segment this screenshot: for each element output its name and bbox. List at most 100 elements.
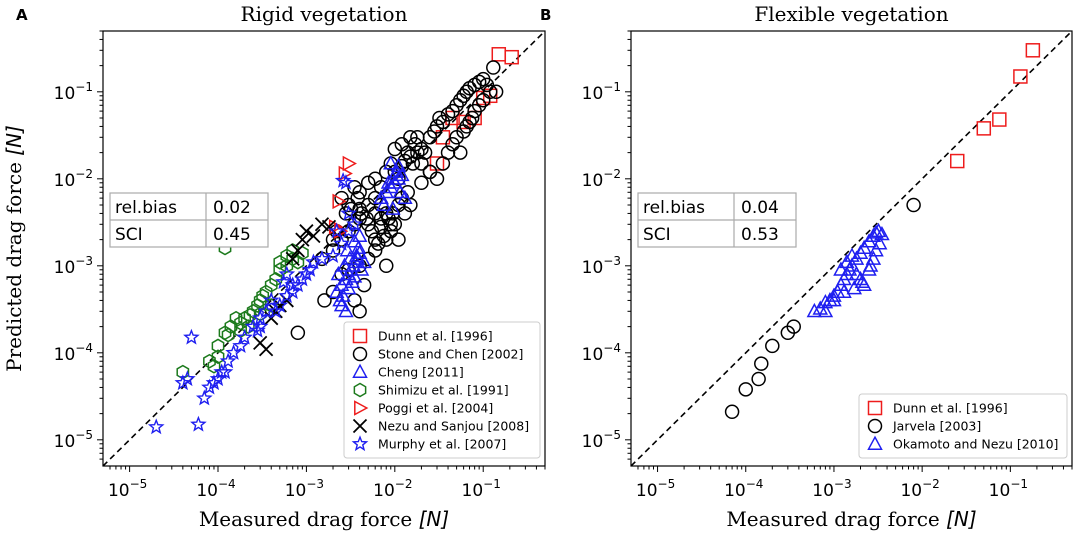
data-point — [216, 363, 234, 380]
stats-label: rel.bias — [115, 198, 177, 218]
data-point — [378, 183, 395, 199]
legend-entry: Jarvela [2003] — [892, 419, 981, 434]
data-point — [414, 141, 429, 157]
data-point — [826, 292, 842, 307]
data-point — [262, 291, 280, 308]
legend-marker — [352, 418, 368, 434]
y-tick-label: 10−3 — [54, 254, 93, 278]
data-point — [332, 193, 347, 210]
data-point — [854, 273, 871, 289]
data-point — [342, 250, 358, 265]
data-point — [364, 223, 380, 239]
data-point — [432, 110, 447, 126]
data-point — [232, 337, 249, 354]
data-point — [403, 130, 418, 145]
data-point — [471, 98, 487, 113]
series-okamoto-and-nezu-2010 — [806, 222, 890, 318]
data-point — [229, 310, 243, 326]
data-point — [826, 287, 842, 302]
x-tick-label: 10−4 — [196, 477, 235, 501]
data-point — [786, 319, 801, 334]
data-point — [397, 189, 413, 205]
data-point — [865, 227, 882, 242]
data-point — [906, 197, 921, 213]
data-point — [381, 211, 396, 226]
data-point — [350, 190, 365, 206]
data-point — [435, 114, 451, 130]
x-tick-label: 10−2 — [900, 477, 939, 501]
legend-marker — [353, 382, 367, 398]
data-point — [249, 321, 266, 338]
data-point — [491, 47, 507, 62]
stats-label: SCI — [115, 225, 143, 245]
panel-a: 10−5 10−4 10−3 10−2 10−1 10−5 10−4 10−3 10−2 10−1… — [2, 2, 546, 531]
data-point — [190, 415, 207, 432]
data-point — [414, 175, 429, 191]
data-point — [336, 257, 353, 272]
data-point — [342, 155, 357, 172]
data-point — [301, 261, 319, 277]
data-point — [236, 328, 253, 345]
x-tick-label: 10−5 — [636, 477, 675, 501]
data-point — [486, 60, 501, 75]
stats-value: 0.45 — [213, 225, 251, 245]
data-point — [340, 204, 357, 221]
data-point — [453, 145, 468, 160]
data-point — [400, 185, 415, 200]
data-point — [179, 370, 196, 387]
data-point — [205, 374, 223, 391]
x-tick-label: 10−2 — [373, 477, 412, 501]
y-tick-label: 10−2 — [54, 167, 93, 191]
x-tick-label: 10−1 — [989, 477, 1028, 501]
legend-marker — [867, 400, 883, 416]
reference-line-1to1 — [103, 31, 545, 466]
data-point — [264, 277, 278, 293]
data-point — [394, 166, 410, 182]
x-tick-label: 10−3 — [812, 477, 851, 501]
plot-frame — [630, 30, 1073, 467]
data-point — [754, 356, 769, 371]
data-point — [330, 265, 347, 281]
data-point — [359, 211, 374, 226]
data-point — [354, 206, 369, 221]
data-point — [414, 156, 429, 171]
data-point — [356, 253, 372, 269]
reference-line-1to1 — [631, 31, 1072, 466]
data-point — [306, 228, 321, 244]
data-point — [949, 153, 965, 169]
stats-label: SCI — [643, 225, 671, 245]
data-point — [738, 382, 754, 397]
data-point — [833, 261, 849, 276]
chart-title: Rigid vegetation — [241, 2, 408, 26]
legend-entry: Poggi et al. [2004] — [378, 401, 493, 416]
data-point — [219, 352, 237, 369]
data-point — [286, 243, 300, 258]
data-point — [278, 287, 296, 304]
data-point — [504, 49, 519, 65]
plot-frame — [102, 30, 546, 467]
data-point — [341, 197, 356, 213]
y-tick-label: 10−5 — [582, 428, 621, 452]
data-point — [464, 110, 480, 126]
data-point — [295, 232, 310, 247]
data-point — [275, 273, 292, 290]
x-tick-label: 10−4 — [724, 477, 763, 501]
data-point — [256, 288, 270, 304]
y-tick-label: 10−4 — [582, 341, 621, 365]
series-dunn-et-al-1996 — [949, 43, 1041, 169]
data-point — [385, 170, 401, 185]
data-point — [765, 338, 780, 354]
data-point — [346, 215, 363, 232]
data-point — [325, 243, 341, 258]
y-tick-label: 10−4 — [54, 341, 93, 365]
data-point — [429, 156, 445, 171]
data-point — [376, 228, 392, 244]
series-murphy-et-al-2007 — [147, 171, 363, 435]
y-tick-label: 10−3 — [582, 254, 621, 278]
data-point — [874, 225, 890, 241]
panel-label: A — [16, 6, 28, 24]
x-axis-label: Measured drag force [N] — [726, 507, 976, 531]
data-point — [278, 265, 296, 282]
data-point — [390, 157, 407, 173]
legend-marker — [867, 435, 883, 450]
